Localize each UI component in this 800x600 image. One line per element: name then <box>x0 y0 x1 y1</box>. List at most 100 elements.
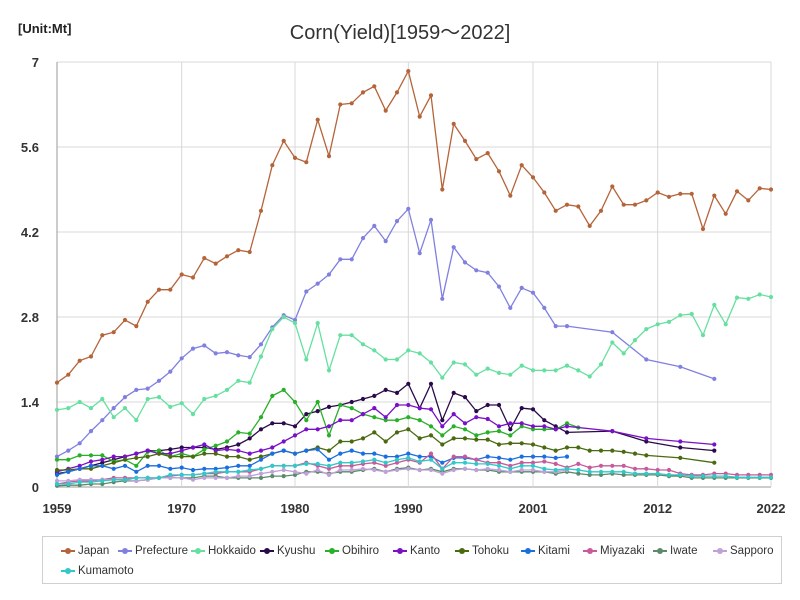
data-point <box>190 472 196 477</box>
data-point <box>530 427 536 432</box>
data-point <box>542 469 547 474</box>
data-point <box>54 467 60 473</box>
data-point <box>587 448 592 453</box>
data-point <box>644 357 649 362</box>
data-point <box>496 370 502 375</box>
data-point <box>236 442 241 447</box>
data-point <box>406 466 411 471</box>
data-point <box>122 463 128 468</box>
data-point <box>111 330 116 335</box>
legend-swatch <box>260 547 274 554</box>
data-point <box>451 424 456 429</box>
legend-swatch <box>653 547 667 554</box>
data-point <box>360 459 366 464</box>
data-point <box>553 461 558 466</box>
data-point <box>394 390 400 395</box>
data-point <box>315 399 320 405</box>
data-point <box>655 190 660 195</box>
data-point <box>292 321 298 326</box>
data-point <box>338 418 343 423</box>
data-point <box>134 455 139 460</box>
data-point <box>111 466 116 471</box>
data-point <box>111 415 116 420</box>
data-point <box>372 406 377 411</box>
data-point <box>474 157 479 162</box>
data-point <box>530 424 536 429</box>
data-point <box>700 474 706 479</box>
data-point <box>202 396 207 402</box>
data-point <box>202 343 207 348</box>
legend-item-kanto: Kanto <box>393 545 440 557</box>
data-point <box>621 472 626 477</box>
x-tick-label: 2022 <box>757 501 786 516</box>
data-point <box>394 467 400 473</box>
data-point <box>383 460 388 465</box>
data-point <box>542 427 547 432</box>
data-point <box>621 449 626 454</box>
series-line <box>56 293 772 422</box>
data-point <box>224 475 230 480</box>
data-point <box>496 463 502 468</box>
legend-label: Tohoku <box>472 545 510 557</box>
data-point <box>270 327 275 332</box>
data-point <box>621 463 626 468</box>
data-point <box>338 257 343 262</box>
data-point <box>236 430 241 435</box>
data-point <box>168 404 173 409</box>
data-point <box>88 480 94 485</box>
data-point <box>360 90 366 95</box>
legend-swatch <box>61 567 75 574</box>
data-point <box>247 380 252 385</box>
data-point <box>417 406 422 411</box>
data-point <box>122 406 128 411</box>
data-point <box>485 416 490 422</box>
data-point <box>88 463 94 468</box>
data-point <box>530 368 536 373</box>
data-point <box>553 427 558 432</box>
data-point <box>66 478 71 483</box>
data-point <box>270 451 275 456</box>
data-point <box>179 451 184 456</box>
data-point <box>54 481 60 487</box>
data-point <box>394 357 400 362</box>
data-point <box>598 362 604 367</box>
data-point <box>372 415 377 420</box>
legend-item-sapporo: Sapporo <box>713 545 773 557</box>
data-point <box>349 448 354 453</box>
data-point <box>315 461 320 466</box>
data-point <box>440 466 445 471</box>
series-line <box>57 457 771 485</box>
data-point <box>179 475 184 480</box>
data-point <box>236 469 241 474</box>
data-point <box>100 460 105 465</box>
data-point <box>587 469 592 474</box>
data-point <box>496 424 502 429</box>
data-point <box>462 395 468 400</box>
x-tick-label: 1980 <box>281 501 310 516</box>
data-point <box>100 463 105 468</box>
data-point <box>542 368 547 373</box>
series-prefecture <box>54 206 717 459</box>
data-point <box>666 472 672 477</box>
data-point <box>190 467 196 473</box>
data-point <box>145 448 150 453</box>
data-point <box>542 424 547 429</box>
data-point <box>428 407 434 412</box>
data-point <box>304 448 309 453</box>
data-point <box>338 451 343 456</box>
data-point <box>610 429 615 434</box>
series-line <box>56 448 568 476</box>
data-point <box>77 399 82 405</box>
data-point <box>111 477 116 482</box>
data-point <box>496 429 502 434</box>
data-point <box>553 324 558 329</box>
data-point <box>576 467 581 473</box>
unit-label: [Unit:Mt] <box>18 21 72 36</box>
data-point <box>530 290 536 295</box>
data-point <box>134 451 139 456</box>
data-point <box>168 451 173 456</box>
data-point <box>122 395 128 400</box>
data-point <box>270 463 275 468</box>
data-point <box>213 261 218 266</box>
data-point <box>179 448 184 453</box>
